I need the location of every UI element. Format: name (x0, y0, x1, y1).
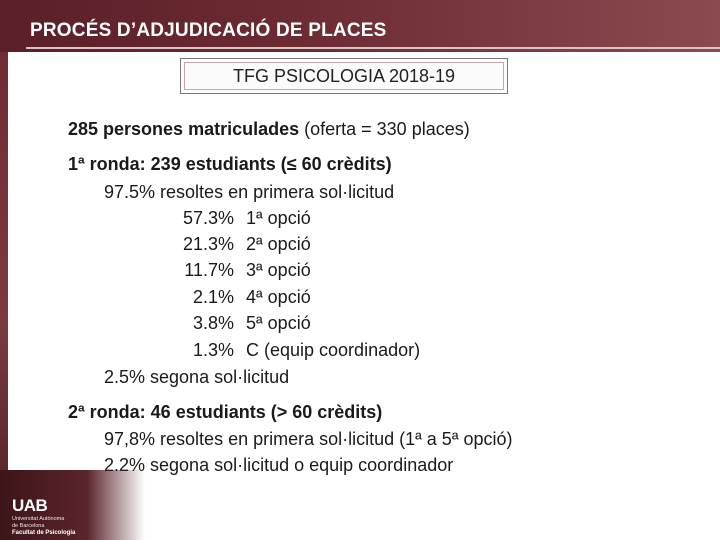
option-label: 4ª opció (246, 287, 311, 307)
option-row: 1.3% C (equip coordinador) (172, 339, 420, 361)
round1-first-request: 97.5% resoltes en primera sol·licitud (104, 182, 395, 202)
option-percent: 11.7% (184, 260, 234, 280)
subtitle-box: TFG PSICOLOGIA 2018-19 (180, 58, 508, 94)
round2-heading: 2ª ronda: 46 estudiants (> 60 crèdits) (68, 402, 383, 422)
subtitle-frame (184, 62, 504, 90)
enrolled-count: 285 persones matriculades (68, 119, 300, 139)
round1-heading: 1ª ronda: 239 estudiants (≤ 60 crèdits) (68, 154, 392, 174)
option-label: 3ª opció (246, 260, 311, 280)
enrolled-line: 285 persones matriculades (oferta = 330 … (68, 118, 470, 140)
option-row: 2.1% 4ª opció (172, 286, 311, 308)
header-divider (26, 47, 720, 49)
footer-logo-area (0, 470, 145, 540)
option-percent: 1.3% (192, 340, 234, 360)
university-line: de Barcelona (12, 522, 45, 529)
option-label: 2ª opció (246, 234, 311, 254)
option-row: 3.8% 5ª opció (172, 312, 311, 334)
uab-logo: UAB (12, 496, 48, 515)
subtitle-text: TFG PSICOLOGIA 2018-19 (232, 66, 456, 86)
option-row: 21.3% 2ª opció (172, 233, 311, 255)
page-title: PROCÉS D’ADJUDICACIÓ DE PLACES (30, 20, 387, 41)
option-percent: 3.8% (192, 313, 234, 333)
round1-second-request: 2.5% segona sol·licitud (104, 367, 290, 387)
sidebar-accent (0, 0, 8, 540)
option-row: 57.3% 1ª opció (172, 207, 311, 229)
option-label: 5ª opció (246, 313, 311, 333)
option-percent: 21.3% (182, 234, 234, 254)
option-percent: 57.3% (182, 208, 234, 228)
option-row: 11.7% 3ª opció (172, 259, 311, 281)
header-bar (0, 0, 720, 52)
university-name: Universitat Autònoma de Barcelona (12, 516, 64, 529)
round2-second-request: 2.2% segona sol·licitud o equip coordina… (104, 455, 454, 475)
enrolled-offer: (oferta = 330 places) (299, 119, 470, 139)
option-percent: 2.1% (192, 287, 234, 307)
university-line: Universitat Autònoma (12, 516, 65, 522)
option-label: C (equip coordinador) (246, 340, 421, 360)
round2-first-request: 97,8% resoltes en primera sol·licitud (1… (104, 429, 513, 449)
faculty-name: Facultat de Psicologia (12, 530, 76, 536)
option-label: 1ª opció (246, 208, 311, 228)
